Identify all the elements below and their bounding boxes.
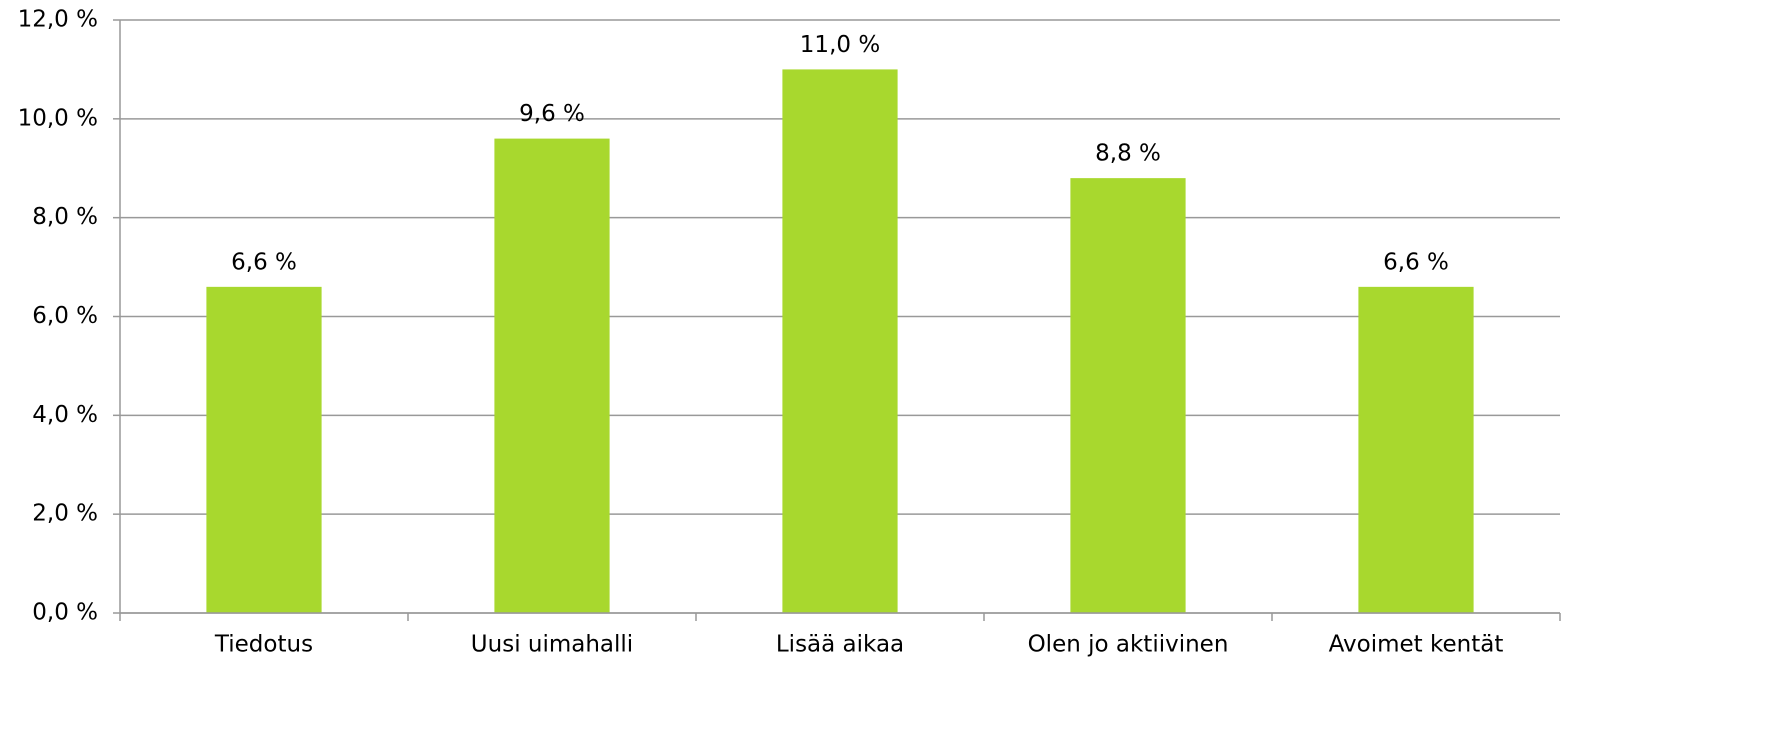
bar (206, 286, 322, 613)
y-tick-label: 4,0 % (32, 402, 98, 428)
value-label: 9,6 % (519, 101, 585, 127)
value-label: 6,6 % (231, 249, 297, 275)
bar (494, 138, 610, 613)
bar (1070, 178, 1186, 613)
x-tick-label: Lisää aikaa (776, 632, 904, 658)
y-tick-label: 8,0 % (32, 204, 98, 230)
y-tick-label: 10,0 % (18, 105, 98, 131)
value-label: 11,0 % (800, 32, 880, 58)
bar (782, 69, 898, 613)
y-tick-label: 2,0 % (32, 501, 98, 527)
x-tick-label: Avoimet kentät (1329, 632, 1504, 658)
bar (1358, 286, 1474, 613)
y-tick-label: 6,0 % (32, 303, 98, 329)
x-tick-label: Uusi uimahalli (471, 632, 633, 658)
y-tick-label: 12,0 % (18, 7, 98, 33)
y-tick-label: 0,0 % (32, 600, 98, 626)
x-tick-label: Tiedotus (214, 632, 313, 658)
x-tick-label: Olen jo aktiivinen (1028, 632, 1229, 658)
value-label: 6,6 % (1383, 249, 1449, 275)
value-label: 8,8 % (1095, 141, 1161, 167)
